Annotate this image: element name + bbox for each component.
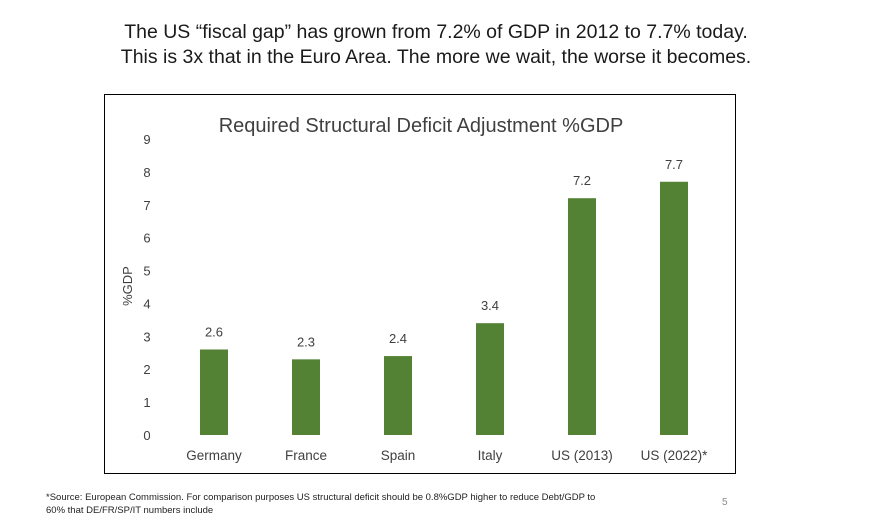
data-label: 2.3	[297, 334, 315, 349]
data-label: 3.4	[481, 298, 499, 313]
page-number: 5	[722, 497, 728, 508]
y-tick-label: 4	[143, 296, 150, 311]
data-label: 2.4	[389, 331, 407, 346]
bar	[200, 349, 228, 435]
bar-chart: Required Structural Deficit Adjustment %…	[120, 115, 709, 463]
category-label: France	[285, 448, 327, 463]
category-label: Italy	[478, 448, 503, 463]
source-footnote: *Source: European Commission. For compar…	[46, 491, 706, 517]
category-label: Spain	[381, 448, 416, 463]
data-label: 7.7	[665, 157, 683, 172]
bar	[476, 323, 504, 435]
bar	[568, 198, 596, 435]
data-label: 2.6	[205, 324, 223, 339]
data-label: 7.2	[573, 173, 591, 188]
headline-line-1: The US “fiscal gap” has grown from 7.2% …	[124, 21, 748, 43]
y-tick-label: 9	[143, 132, 150, 147]
headline-line-2: This is 3x that in the Euro Area. The mo…	[120, 46, 752, 68]
y-tick-label: 5	[143, 264, 150, 279]
y-axis-label: %GDP	[120, 266, 135, 306]
slide-headline: The US “fiscal gap” has grown from 7.2% …	[0, 20, 872, 70]
category-label: Germany	[186, 448, 242, 463]
bar	[292, 359, 320, 435]
category-label: US (2013)	[551, 448, 613, 463]
footnote-line-1: *Source: European Commission. For compar…	[46, 492, 596, 503]
category-label: US (2022)*	[641, 448, 709, 463]
y-tick-label: 0	[143, 428, 150, 443]
y-tick-label: 7	[143, 198, 150, 213]
y-tick-label: 8	[143, 165, 150, 180]
bar	[660, 181, 688, 435]
y-tick-label: 1	[143, 395, 150, 410]
chart-title: Required Structural Deficit Adjustment %…	[219, 115, 624, 137]
bar	[384, 356, 412, 435]
chart-frame: Required Structural Deficit Adjustment %…	[104, 94, 736, 474]
y-tick-label: 6	[143, 231, 150, 246]
y-tick-label: 3	[143, 329, 150, 344]
y-tick-label: 2	[143, 362, 150, 377]
footnote-line-2: 60% that DE/FR/SP/IT numbers include	[46, 505, 214, 516]
